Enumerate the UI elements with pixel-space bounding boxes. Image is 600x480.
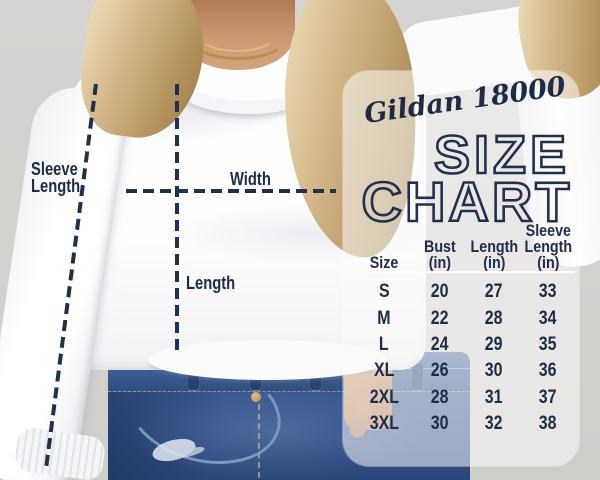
sleeve-length-label: Sleeve Length (31, 159, 81, 196)
col-header-size: Size (369, 253, 399, 272)
necklace-chain (188, 14, 288, 60)
table-cell: 31 (485, 386, 503, 408)
necklace-chain (197, 16, 277, 52)
table-cell: S (378, 281, 390, 303)
size-chart-title-line1: SIZE (433, 125, 570, 185)
col-header-length: Length (in) (470, 237, 518, 272)
width-measure-line (126, 189, 336, 193)
table-cell: M (377, 307, 391, 329)
table-cell: 28 (485, 307, 503, 329)
table-cell: 24 (431, 333, 449, 355)
table-cell: 34 (539, 307, 557, 329)
table-cell: 26 (431, 360, 449, 382)
jeans-button (251, 392, 261, 402)
table-cell: 28 (431, 386, 449, 408)
table-cell: 35 (539, 333, 557, 355)
table-cell: 27 (485, 281, 503, 303)
belt-loop (188, 364, 199, 390)
table-cell: 33 (539, 281, 557, 303)
header-divider-line (367, 271, 575, 273)
col-header-bust: Bust (in) (424, 237, 456, 272)
size-chart-header-row: Size Bust (in) Length (in) Sleeve Length… (355, 213, 575, 276)
table-cell: 3XL (369, 413, 399, 435)
table-cell: 22 (431, 307, 449, 329)
table-cell: L (379, 333, 389, 355)
length-label: Length (186, 273, 236, 293)
table-cell: 38 (539, 413, 557, 435)
table-cell: 32 (485, 413, 503, 435)
col-header-sleeve-length: Sleeve Length (in) (524, 221, 572, 272)
size-chart-rows: S 20 27 33 M 22 28 34 L 24 29 35 XL 26 3… (355, 279, 575, 437)
brand-title: Gildan 18000 (362, 71, 568, 130)
table-cell: 37 (539, 386, 557, 408)
table-cell: XL (373, 360, 395, 382)
table-cell: 30 (485, 360, 503, 382)
table-cell: 36 (539, 360, 557, 382)
width-label: Width (230, 169, 271, 189)
jeans-fly-stitching (258, 404, 260, 478)
size-chart-card: Gildan 18000 SIZE CHART Size Bust (in) L… (343, 71, 579, 466)
length-measure-line (175, 84, 179, 352)
size-chart-title-line2: CHART (360, 170, 573, 233)
table-cell: 20 (431, 281, 449, 303)
table-cell: 30 (431, 413, 449, 435)
table-cell: 29 (485, 333, 503, 355)
table-cell: 2XL (369, 386, 399, 408)
